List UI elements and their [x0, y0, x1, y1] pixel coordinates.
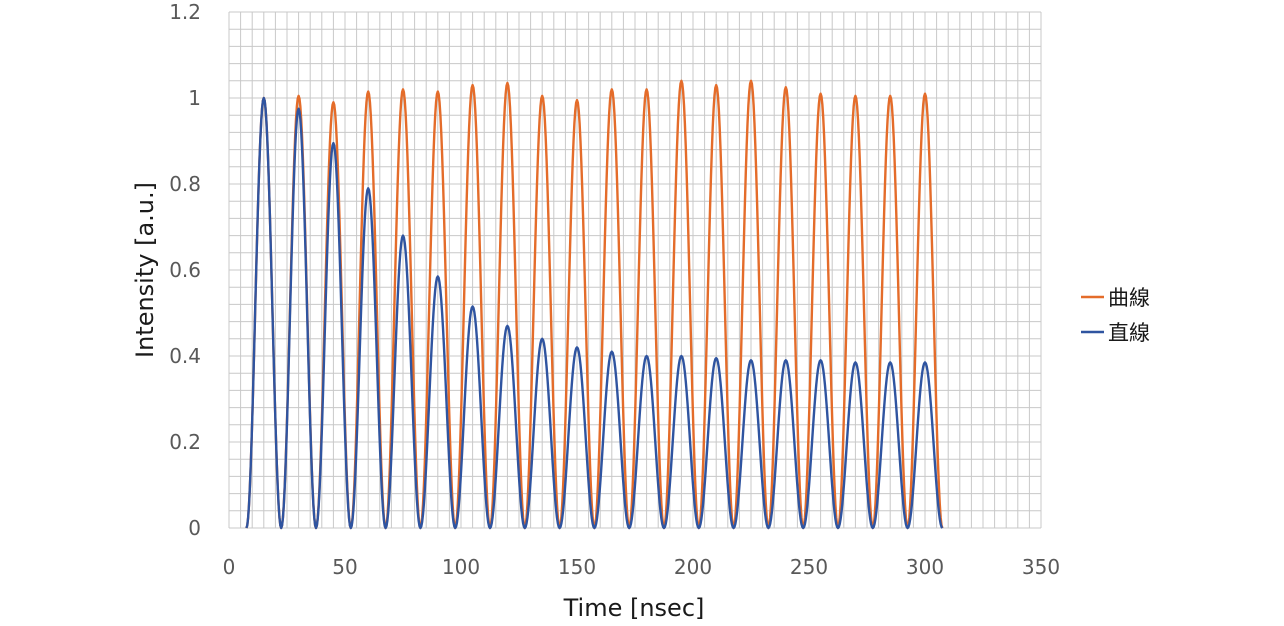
x-axis-title: Time [nsec] [563, 594, 705, 622]
y-tick-label: 0.4 [169, 344, 201, 368]
x-tick-label: 200 [674, 555, 712, 579]
y-tick-label: 0 [188, 516, 201, 540]
x-tick-label: 150 [558, 555, 596, 579]
x-tick-label: 0 [223, 555, 236, 579]
y-tick-label: 1.2 [169, 0, 201, 24]
y-tick-label: 1 [188, 86, 201, 110]
legend-label-1: 曲線 [1108, 286, 1150, 310]
y-tick-label: 0.6 [169, 258, 201, 282]
x-axis-ticks: 0 50 100 150 200 250 300 350 [223, 555, 1060, 579]
series-line-2 [245, 96, 944, 530]
series-layer [245, 79, 944, 530]
x-tick-label: 300 [906, 555, 944, 579]
y-tick-label: 0.8 [169, 172, 201, 196]
legend-label-2: 直線 [1108, 321, 1150, 345]
x-tick-label: 350 [1022, 555, 1060, 579]
y-axis-ticks: 0 0.2 0.4 0.6 0.8 1 1.2 [169, 0, 201, 540]
y-axis-title: Intensity [a.u.] [131, 182, 159, 358]
x-tick-label: 50 [332, 555, 357, 579]
x-tick-label: 100 [442, 555, 480, 579]
y-tick-label: 0.2 [169, 430, 201, 454]
x-tick-label: 250 [790, 555, 828, 579]
